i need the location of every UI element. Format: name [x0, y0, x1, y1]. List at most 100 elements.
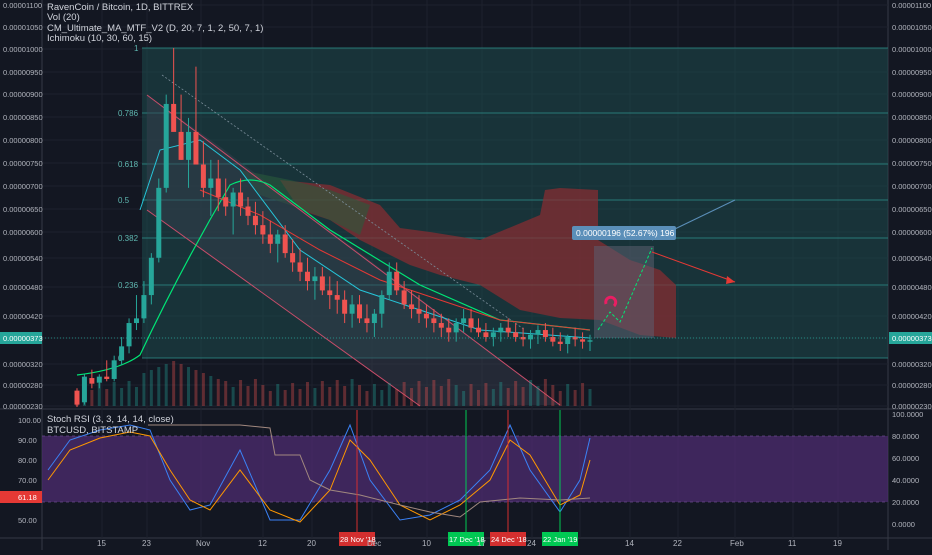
magnet-icon [604, 295, 618, 308]
y-tick-label: 0.00000280 [3, 381, 43, 390]
ma-red-line [199, 189, 591, 331]
candle-body [557, 341, 563, 345]
fib-level-label: 0.5 [118, 196, 130, 205]
candle-body [252, 215, 258, 226]
stoch-y-label: 70.00 [18, 476, 37, 485]
candle-body [267, 234, 273, 244]
candle-body [215, 178, 221, 198]
candle-body [89, 378, 95, 384]
candle-body [475, 327, 481, 333]
candle-body [74, 390, 80, 405]
volume-bar [239, 380, 243, 406]
y-tick-label: 0.00001000 [892, 45, 932, 54]
x-tick-label: 17 [477, 539, 486, 548]
y-tick-label: 0.00000650 [3, 205, 43, 214]
y-tick-label: 0.00000480 [892, 283, 932, 292]
volume-bar [224, 381, 228, 406]
y-tick-label: 0.00000600 [3, 228, 43, 237]
x-tick-label: 24 [527, 539, 536, 548]
candle-body [542, 330, 548, 338]
volume-bar [261, 385, 265, 406]
fib-level-label: 0.236 [118, 281, 139, 290]
stoch-value-bg [0, 491, 42, 503]
candle-body [357, 304, 363, 319]
volume-bar [157, 367, 161, 406]
btcusd-line [148, 424, 591, 518]
volume-bar [268, 391, 272, 406]
y-tick-label: 0.00001050 [3, 23, 43, 32]
event-markers: 28 Nov '18 17 Dec '18 24 Dec '18 22 Jan '19 [339, 410, 578, 546]
y-tick-label: 0.00000900 [892, 90, 932, 99]
volume-bar [432, 380, 436, 406]
volume-bar [476, 390, 480, 406]
event-badge [542, 532, 578, 546]
stoch-y-label-right: 100.0000 [892, 410, 923, 419]
volume-bar [514, 381, 518, 406]
volume-bar [187, 367, 191, 406]
y-tick-label: 0.00000750 [892, 159, 932, 168]
fib-level-label: 1 [134, 44, 139, 53]
current-price-right-bg [889, 332, 932, 344]
stoch-y-label: 50.00 [18, 516, 37, 525]
y-tick-label: 0.00000700 [892, 182, 932, 191]
volume-bar [350, 379, 354, 406]
indicator-vol[interactable]: Vol (20) [47, 12, 80, 24]
volume-bar [447, 379, 451, 406]
volume-bar [536, 386, 540, 406]
candle-body [334, 295, 340, 300]
channel-lower-line [146, 209, 421, 407]
volume-bar [439, 386, 443, 406]
indicator-btcusd[interactable]: BTCUSD, BITSTAMP [47, 425, 139, 436]
indicator-stoch-rsi[interactable]: Stoch RSI (3, 3, 14, 14, close) [47, 414, 174, 425]
indicator-ma[interactable]: CM_Ultimate_MA_MTF_V2 (D, 20, 7, 1, 2, 5… [47, 22, 264, 34]
volume-bar [320, 381, 324, 406]
y-tick-label: 0.00001050 [892, 23, 932, 32]
candle-body [96, 376, 102, 383]
indicator-ichimoku[interactable]: Ichimoku (10, 30, 60, 15) [47, 33, 153, 45]
volume-bar [410, 388, 414, 406]
volume-bar [380, 390, 384, 406]
volume-bar [424, 387, 428, 406]
candle-body [461, 318, 467, 324]
candle-body [319, 276, 325, 291]
x-tick-label: Nov [196, 539, 210, 548]
event-label: 17 Dec '18 [449, 535, 485, 544]
y-tick-label: 0.00000650 [892, 205, 932, 214]
volume-bar [305, 382, 309, 406]
candle-body [342, 299, 348, 314]
stoch-y-label: 80.00 [18, 456, 37, 465]
x-axis: 15 23 Nov 12 20 Dec 10 17 24 14 22 Feb 11 19 [97, 539, 842, 548]
projection-box [594, 246, 654, 338]
volume-bar [201, 373, 205, 406]
x-tick-label: 22 [673, 539, 682, 548]
volume-bar [298, 389, 302, 406]
measure-label: 0.00000196 (52.67%) 196 [576, 228, 675, 238]
volume-bar [558, 391, 562, 406]
symbol-title[interactable]: RavenCoin / Bitcoin, 1D, BITTREX [47, 2, 194, 13]
candle-body [156, 187, 162, 258]
candle-body [81, 376, 87, 403]
y-tick-label: 0.00000950 [3, 68, 43, 77]
stoch-y-label-right: 20.0000 [892, 498, 919, 507]
volume-bar [462, 391, 466, 406]
volume-bar [529, 380, 533, 406]
y-tick-label: 0.00000850 [892, 113, 932, 122]
volume-bar [112, 382, 116, 406]
y-tick-label: 0.00000900 [3, 90, 43, 99]
candle-body [423, 313, 429, 319]
candle-body [260, 225, 266, 235]
y-tick-label: 0.00000750 [3, 159, 43, 168]
y-tick-label: 0.00000700 [3, 182, 43, 191]
candle-body [297, 262, 303, 272]
volume-bar [313, 388, 317, 406]
volume-bar [499, 382, 503, 406]
event-badge [339, 532, 375, 546]
x-tick-label: 11 [788, 539, 797, 548]
y-tick-label: 0.00000280 [892, 381, 932, 390]
volume-bar [335, 380, 339, 406]
candle-body [327, 290, 333, 296]
candle-body [505, 327, 511, 333]
x-tick-label: 23 [142, 539, 151, 548]
